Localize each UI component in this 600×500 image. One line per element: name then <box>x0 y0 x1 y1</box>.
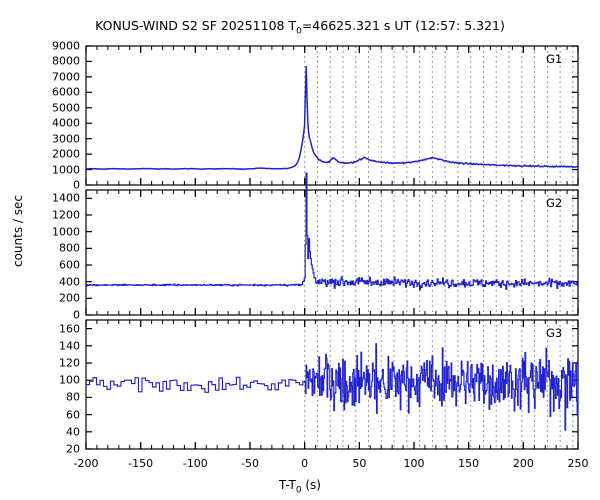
x-axis-label-prefix: T-T <box>279 478 296 492</box>
y-tick-label: 120 <box>59 356 80 370</box>
x-tick-label: 250 <box>567 457 589 470</box>
y-tick-label: 1000 <box>52 163 80 177</box>
y-tick-label: 400 <box>59 275 80 289</box>
y-tick-label: 0 <box>73 178 80 192</box>
y-tick-label: 0 <box>73 308 80 322</box>
y-tick-label: 160 <box>59 322 80 336</box>
y-tick-label: 1000 <box>52 225 80 239</box>
x-tick-label: -150 <box>128 457 154 470</box>
y-tick-label: 20 <box>66 442 80 456</box>
chart-title-sub: 0 <box>296 26 302 37</box>
y-tick-label: 200 <box>59 291 80 305</box>
x-axis-label: T-T0 (s) <box>0 478 600 495</box>
y-tick-label: 3000 <box>52 132 80 146</box>
y-tick-label: 1200 <box>52 208 80 222</box>
x-tick-label: 150 <box>458 457 480 470</box>
y-tick-label: 8000 <box>52 54 80 68</box>
panel-label-g2: G2 <box>546 196 563 210</box>
x-tick-label: 100 <box>403 457 425 470</box>
y-tick-label: 140 <box>59 339 80 353</box>
chart-title-main: KONUS-WIND S2 SF 20251108 T <box>95 18 297 33</box>
chart-title-rest: =46625.321 s UT (12:57: 5.321) <box>301 18 505 33</box>
y-tick-label: 5000 <box>52 101 80 115</box>
panel-label-g3: G3 <box>546 326 563 340</box>
x-tick-label: -100 <box>182 457 208 470</box>
y-tick-label: 600 <box>59 258 80 272</box>
x-axis-label-suffix: (s) <box>301 478 321 492</box>
x-tick-label: -200 <box>73 457 99 470</box>
y-tick-label: 80 <box>66 390 80 404</box>
y-tick-label: 4000 <box>52 116 80 130</box>
y-tick-label: 800 <box>59 241 80 255</box>
x-tick-label: 0 <box>301 457 309 470</box>
y-tick-label: 1400 <box>52 191 80 205</box>
y-tick-label: 6000 <box>52 85 80 99</box>
y-tick-label: 100 <box>59 373 80 387</box>
x-tick-label: -50 <box>241 457 259 470</box>
chart-title: KONUS-WIND S2 SF 20251108 T0=46625.321 s… <box>0 18 600 37</box>
y-tick-label: 7000 <box>52 70 80 84</box>
y-tick-label: 40 <box>66 425 80 439</box>
panel-label-g1: G1 <box>546 52 563 66</box>
y-tick-label: 2000 <box>52 147 80 161</box>
x-tick-label: 50 <box>352 457 367 470</box>
x-tick-label: 200 <box>512 457 534 470</box>
x-axis-label-sub: 0 <box>295 485 302 496</box>
y-tick-label: 60 <box>66 408 80 422</box>
y-tick-label: 9000 <box>52 39 80 53</box>
